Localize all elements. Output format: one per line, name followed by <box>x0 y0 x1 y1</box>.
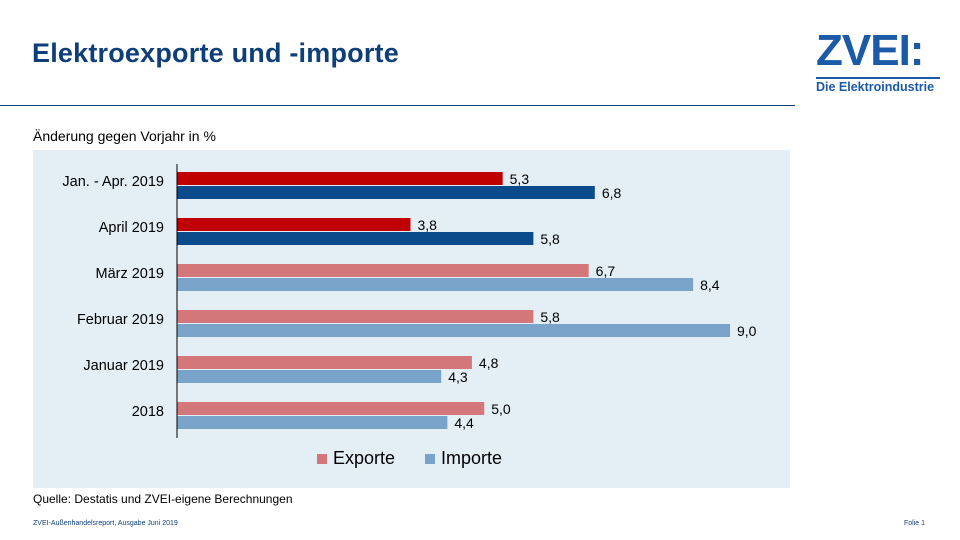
bar-importe <box>177 370 442 383</box>
bar-chart: Jan. - Apr. 2019 5,3 6,8 April 2019 3,8 5,8 Mä… <box>62 164 757 468</box>
bar-exporte <box>177 264 589 277</box>
bar-importe <box>177 278 694 291</box>
bar-importe <box>177 416 448 429</box>
bar-importe <box>177 232 534 245</box>
bar-exporte <box>177 356 472 369</box>
bar-exporte <box>177 402 485 415</box>
legend-importe-label: Importe <box>441 448 502 468</box>
zvei-logo: ZVEI: Die Elektroindustrie <box>812 26 942 96</box>
legend-importe-swatch <box>425 454 435 464</box>
title-divider <box>0 105 795 106</box>
data-label: 4,4 <box>454 415 474 431</box>
logo-subtitle: Die Elektroindustrie <box>816 80 935 94</box>
data-label: 4,8 <box>479 355 499 371</box>
legend-exporte-label: Exporte <box>333 448 395 468</box>
data-label: 4,3 <box>448 369 468 385</box>
bar-exporte <box>177 172 503 185</box>
category-label: März 2019 <box>95 266 164 282</box>
data-label: 3,8 <box>417 217 437 233</box>
data-label: 6,7 <box>596 263 616 279</box>
source-note: Quelle: Destatis und ZVEI-eigene Berechn… <box>33 492 293 506</box>
data-label: 5,3 <box>510 171 530 187</box>
category-label: Jan. - Apr. 2019 <box>62 174 164 190</box>
category-label: April 2019 <box>99 220 164 236</box>
logo-wordmark: ZVEI: <box>816 26 924 75</box>
category-label: Februar 2019 <box>77 312 164 328</box>
bar-exporte <box>177 310 534 323</box>
category-label: Januar 2019 <box>83 358 164 374</box>
data-label: 5,8 <box>540 309 560 325</box>
category-label: 2018 <box>132 404 164 420</box>
data-label: 5,0 <box>491 401 511 417</box>
data-label: 9,0 <box>737 323 757 339</box>
bar-importe <box>177 186 595 199</box>
slide-number: Folie 1 <box>904 520 926 527</box>
bar-exporte <box>177 218 411 231</box>
legend-exporte-swatch <box>317 454 327 464</box>
data-label: 6,8 <box>602 185 622 201</box>
footer-report: ZVEI-Außenhandelsreport, Ausgabe Juni 20… <box>33 520 178 527</box>
page-title: Elektroexporte und -importe <box>32 38 399 68</box>
chart-subtitle: Änderung gegen Vorjahr in % <box>33 128 216 144</box>
data-label: 8,4 <box>700 277 720 293</box>
bar-importe <box>177 324 730 337</box>
logo-underline <box>816 77 940 79</box>
data-label: 5,8 <box>540 231 560 247</box>
